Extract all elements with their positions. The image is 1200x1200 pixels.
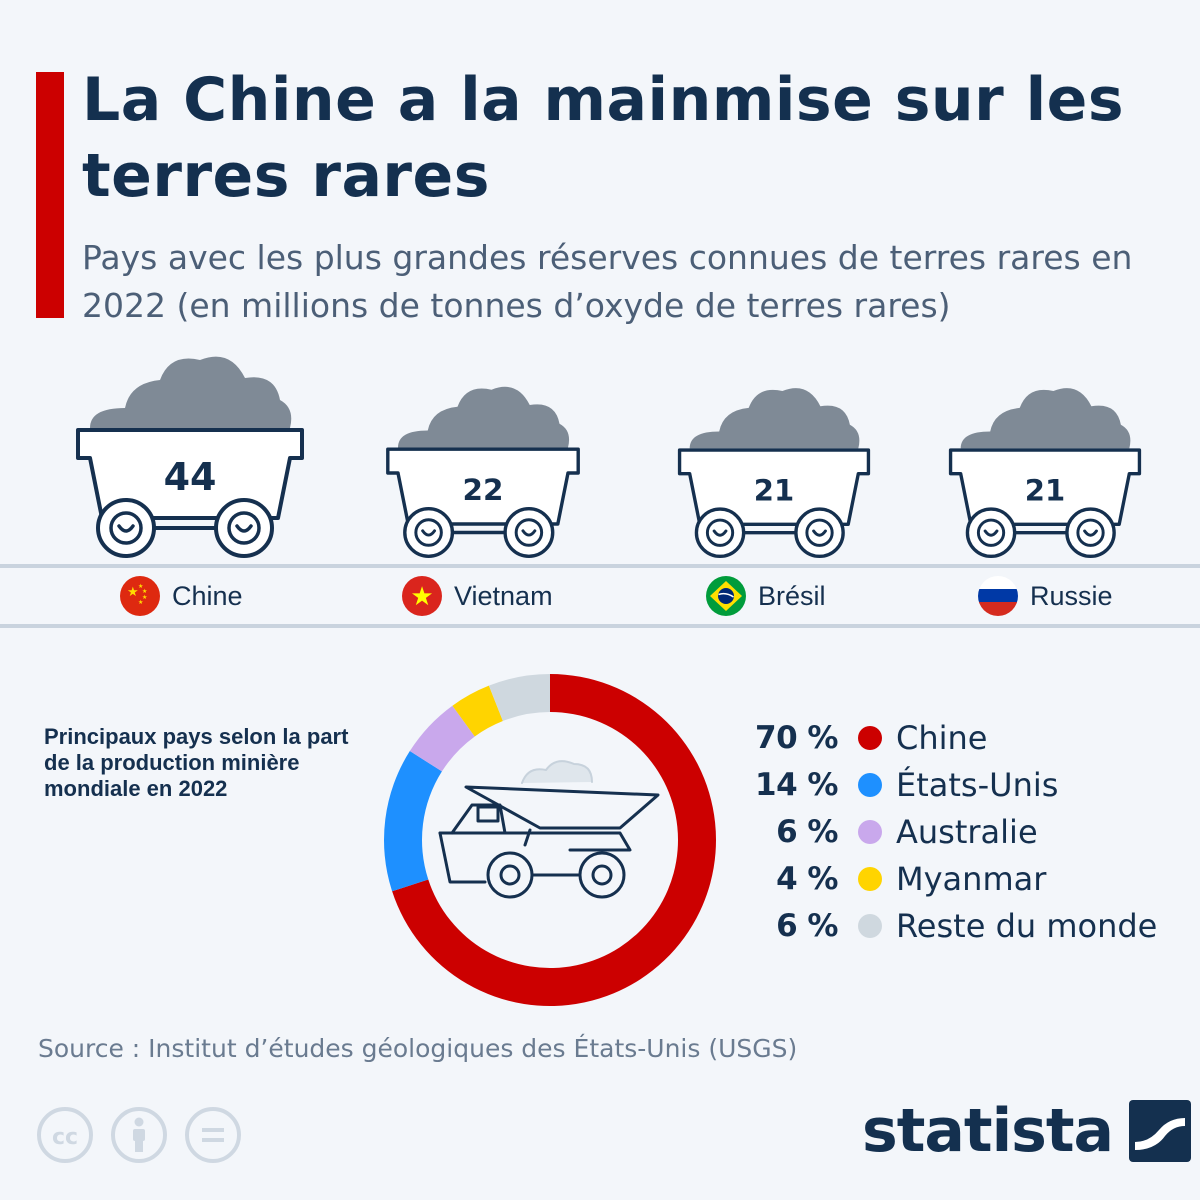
- rail-line-bottom: [0, 624, 1200, 628]
- statista-logo[interactable]: statista: [862, 1096, 1192, 1166]
- cart-value-label: 21: [754, 474, 794, 508]
- legend-label: Chine: [896, 718, 988, 757]
- country-label-vietnam: ★ Vietnam: [402, 574, 553, 618]
- legend-value: 70 %: [755, 719, 839, 756]
- cart-bar-2: 21: [677, 388, 871, 558]
- statista-wordmark: statista: [862, 1096, 1114, 1166]
- legend-label: États-Unis: [896, 765, 1059, 804]
- statista-mark-icon: [1129, 1100, 1192, 1162]
- legend-item: 70 % Chine: [740, 714, 1157, 761]
- cart-bar-3: 21: [948, 388, 1142, 558]
- svg-text:cc: cc: [52, 1125, 78, 1150]
- country-name-vietnam: Vietnam: [454, 580, 553, 611]
- no-derivatives-icon[interactable]: [184, 1106, 242, 1164]
- legend-value: 14 %: [755, 766, 839, 803]
- cart-wheel: [965, 507, 1017, 558]
- ore-pile: [689, 388, 860, 449]
- cart-body: [677, 448, 871, 526]
- reserves-cart-chart: 44 22 21 21: [76, 356, 1142, 558]
- country-name-china: Chine: [172, 580, 243, 611]
- legend-value: 6 %: [776, 907, 838, 944]
- legend-item: 4 % Myanmar: [740, 855, 1157, 902]
- svg-text:★: ★: [127, 585, 139, 600]
- ore-pile: [90, 356, 292, 428]
- license-icons: cc: [36, 1106, 242, 1164]
- cart-body: [948, 448, 1142, 526]
- country-label-china: ★ ★ ★ ★ ★ Chine: [120, 574, 243, 618]
- cart-wheel: [794, 507, 845, 558]
- legend-item: 6 % Reste du monde: [740, 902, 1157, 949]
- svg-text:★: ★: [138, 599, 143, 606]
- page-subtitle: Pays avec les plus grandes réserves conn…: [82, 238, 1133, 325]
- cart-wheel: [503, 506, 555, 558]
- legend-item: 6 % Australie: [740, 808, 1157, 855]
- country-label-brazil: Brésil: [706, 574, 826, 618]
- title-accent-bar: [36, 72, 64, 318]
- mining-truck-icon: [438, 760, 660, 899]
- svg-text:★: ★: [142, 588, 147, 595]
- country-label-russia: Russie: [978, 574, 1113, 618]
- donut-slice-1: [384, 751, 442, 892]
- brazil-flag-icon: [706, 576, 746, 616]
- page-title: La Chine a la mainmise sur les terres ra…: [82, 65, 1125, 211]
- legend-value: 6 %: [776, 813, 838, 850]
- legend-swatch: [858, 772, 882, 797]
- production-share-donut: [384, 674, 716, 1006]
- legend-swatch: [858, 866, 882, 891]
- legend-item: 14 % États-Unis: [740, 761, 1157, 808]
- cart-wheel: [1065, 507, 1116, 558]
- source-note: Source : Institut d’études géologiques d…: [38, 1034, 798, 1063]
- donut-slice-4: [488, 674, 550, 721]
- legend-value: 4 %: [776, 860, 838, 897]
- svg-text:★: ★: [410, 582, 433, 612]
- donut-slice-3: [452, 685, 503, 737]
- legend-swatch: [858, 725, 882, 750]
- creative-commons-icon[interactable]: cc: [36, 1106, 94, 1164]
- cart-wheel: [694, 507, 746, 558]
- donut-slice-2: [409, 705, 475, 772]
- ore-pile: [960, 388, 1131, 449]
- legend-swatch: [858, 913, 882, 938]
- pie-chart-caption: Principaux pays selon la part de la prod…: [44, 724, 349, 801]
- cart-body: [76, 428, 304, 520]
- cart-value-label: 21: [1025, 474, 1065, 508]
- rail-line-top: [0, 564, 1200, 568]
- cart-value-label: 44: [164, 455, 217, 499]
- legend-label: Myanmar: [896, 859, 1047, 898]
- country-name-russia: Russie: [1030, 580, 1113, 611]
- legend-label: Australie: [896, 812, 1038, 851]
- cart-value-label: 22: [463, 473, 504, 507]
- cart-bar-0: 44: [76, 356, 304, 558]
- svg-text:★: ★: [138, 583, 143, 590]
- china-flag-icon: ★ ★ ★ ★ ★: [120, 576, 160, 616]
- cart-wheel: [96, 498, 156, 558]
- cart-bar-1: 22: [386, 386, 580, 558]
- russia-flag-icon: [978, 576, 1018, 616]
- pie-legend: 70 % Chine 14 % États-Unis 6 % Australie…: [740, 714, 1157, 949]
- country-name-brazil: Brésil: [758, 580, 826, 611]
- ore-pile: [398, 386, 570, 448]
- svg-text:★: ★: [142, 594, 147, 601]
- legend-label: Reste du monde: [896, 906, 1158, 945]
- cart-wheel: [403, 506, 455, 558]
- cart-body: [386, 447, 580, 526]
- vietnam-flag-icon: ★: [402, 576, 442, 616]
- legend-swatch: [858, 819, 882, 844]
- cart-wheel: [214, 498, 274, 558]
- attribution-icon[interactable]: [110, 1106, 168, 1164]
